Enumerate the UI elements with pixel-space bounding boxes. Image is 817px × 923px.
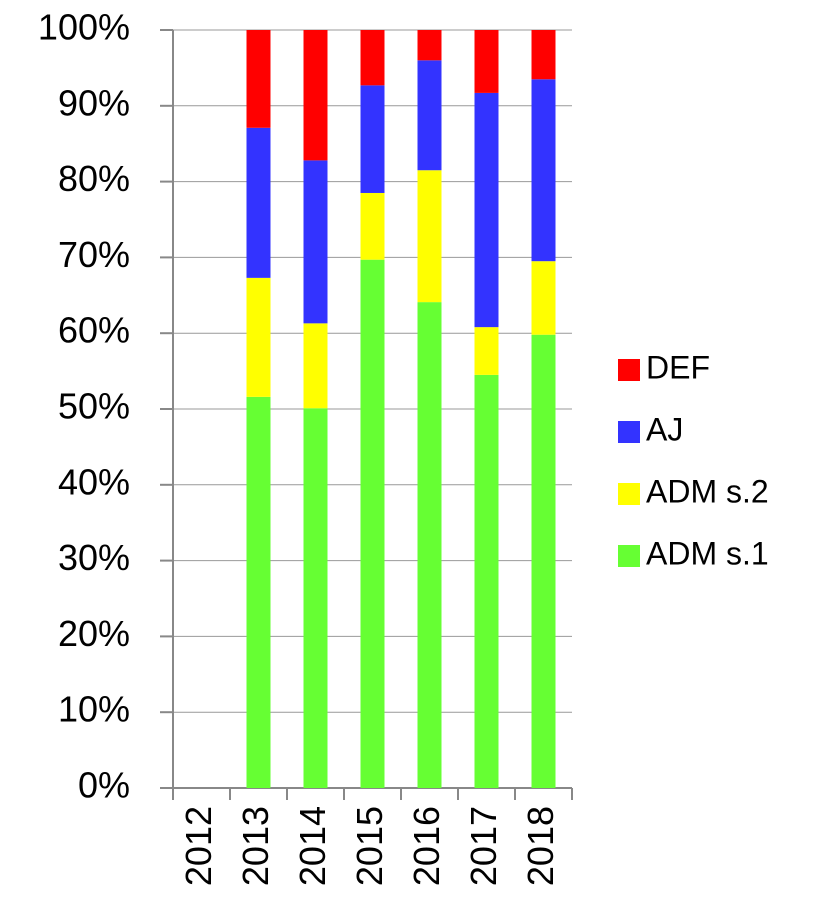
bar-segment bbox=[531, 334, 556, 788]
bar-segment bbox=[531, 30, 556, 80]
bar-segment bbox=[246, 277, 271, 397]
bar-segment bbox=[531, 261, 556, 335]
bar-segment bbox=[474, 92, 499, 328]
bar-segment bbox=[360, 259, 385, 788]
legend-label: ADM s.1 bbox=[646, 535, 769, 571]
bar-segment bbox=[360, 192, 385, 260]
bar-segment bbox=[246, 30, 271, 128]
y-tick-label: 90% bbox=[58, 82, 130, 123]
bar-segment bbox=[474, 30, 499, 93]
y-tick-label: 20% bbox=[58, 613, 130, 654]
bar-segment bbox=[246, 396, 271, 788]
bar-segment bbox=[360, 30, 385, 86]
legend-label: DEF bbox=[646, 349, 710, 385]
bar-segment bbox=[303, 323, 328, 409]
legend-swatch bbox=[618, 545, 640, 567]
bar-segment bbox=[417, 60, 442, 171]
bar-segment bbox=[303, 30, 328, 161]
legend-swatch bbox=[618, 483, 640, 505]
legend-label: AJ bbox=[646, 411, 683, 447]
legend-swatch bbox=[618, 359, 640, 381]
x-tick-label: 2018 bbox=[520, 806, 561, 886]
x-tick-label: 2012 bbox=[178, 806, 219, 886]
y-tick-label: 60% bbox=[58, 310, 130, 351]
y-tick-label: 10% bbox=[58, 689, 130, 730]
y-tick-label: 70% bbox=[58, 234, 130, 275]
bar-segment bbox=[474, 374, 499, 788]
legend-swatch bbox=[618, 421, 640, 443]
bar-segment bbox=[531, 79, 556, 262]
legend-label: ADM s.2 bbox=[646, 473, 769, 509]
y-tick-label: 50% bbox=[58, 386, 130, 427]
y-tick-label: 80% bbox=[58, 158, 130, 199]
y-tick-label: 40% bbox=[58, 461, 130, 502]
bar-segment bbox=[303, 160, 328, 324]
y-tick-label: 0% bbox=[78, 765, 130, 806]
bar-segment bbox=[417, 170, 442, 303]
bar-segment bbox=[360, 85, 385, 193]
bar-segment bbox=[417, 302, 442, 788]
x-tick-label: 2016 bbox=[406, 806, 447, 886]
bar-segment bbox=[303, 408, 328, 788]
y-tick-label: 100% bbox=[38, 7, 130, 48]
x-tick-label: 2015 bbox=[349, 806, 390, 886]
bar-segment bbox=[474, 327, 499, 375]
x-tick-label: 2014 bbox=[292, 806, 333, 886]
x-tick-label: 2013 bbox=[235, 806, 276, 886]
bar-segment bbox=[246, 127, 271, 278]
bar-segment bbox=[417, 30, 442, 61]
x-tick-label: 2017 bbox=[463, 806, 504, 886]
y-tick-label: 30% bbox=[58, 537, 130, 578]
